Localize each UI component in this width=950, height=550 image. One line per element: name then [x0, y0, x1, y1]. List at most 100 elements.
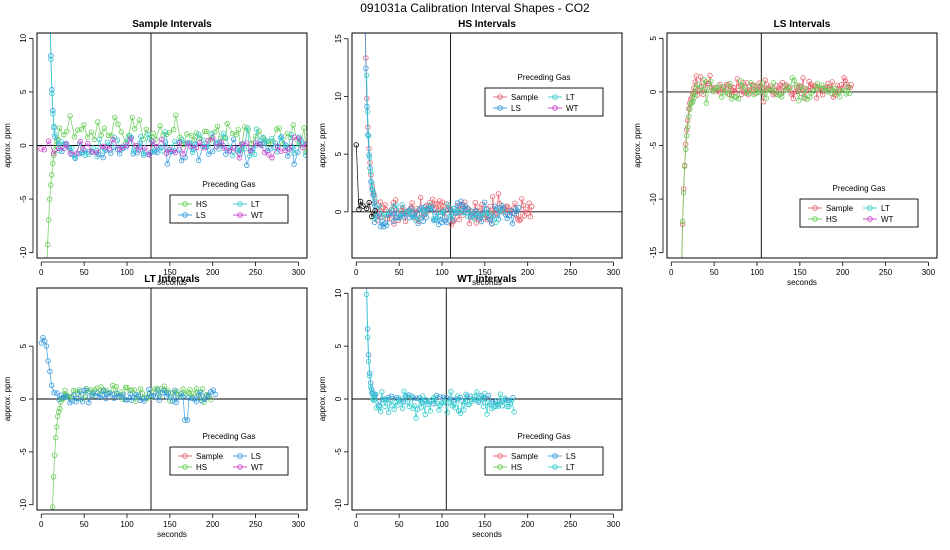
- data-point: [471, 393, 478, 400]
- data-point: [54, 424, 60, 430]
- data-point: [770, 80, 776, 86]
- legend-title: Preceding Gas: [518, 73, 571, 82]
- data-point: [229, 130, 236, 137]
- data-point: [372, 196, 378, 202]
- data-point: [52, 131, 58, 137]
- y-axis-label: approx. ppm: [318, 376, 327, 421]
- data-point: [43, 315, 48, 320]
- data-point: [159, 136, 165, 143]
- data-point: [721, 84, 727, 90]
- data-point: [679, 218, 686, 225]
- data-point: [203, 392, 210, 399]
- data-point: [809, 86, 816, 92]
- data-point: [417, 215, 423, 221]
- data-point: [64, 128, 70, 135]
- data-point: [407, 214, 413, 221]
- legend-swatch-point: [812, 216, 818, 222]
- legend-label-ls: LS: [196, 211, 206, 220]
- data-point: [173, 112, 179, 118]
- data-point: [58, 139, 64, 145]
- data-point: [482, 199, 488, 205]
- data-point: [52, 452, 58, 458]
- data-point: [679, 271, 684, 276]
- data-point: [401, 388, 407, 394]
- y-axis: 0 5 10 15 approx. ppm: [318, 34, 349, 214]
- data-point: [46, 138, 52, 144]
- data-point: [687, 106, 693, 112]
- data-point: [42, 338, 48, 344]
- data-point: [458, 198, 464, 204]
- data-point: [442, 398, 448, 404]
- data-point: [164, 387, 171, 393]
- data-point: [418, 404, 425, 410]
- data-point: [135, 392, 141, 398]
- data-point: [495, 191, 502, 197]
- data-point: [692, 91, 698, 97]
- data-point: [485, 209, 491, 215]
- page-title: 091031a Calibration Interval Shapes - CO…: [360, 1, 590, 15]
- data-point: [138, 133, 144, 140]
- data-point: [800, 75, 806, 81]
- data-point: [86, 151, 92, 158]
- data-point: [420, 393, 426, 399]
- data-point: [484, 411, 490, 417]
- data-point: [457, 410, 464, 417]
- data-point: [61, 132, 67, 138]
- data-point: [69, 398, 75, 404]
- legend-label-hs: HS: [826, 215, 837, 224]
- data-point: [780, 89, 786, 95]
- legend-label-sample: Sample: [511, 93, 539, 102]
- x-tick-label: 200: [521, 520, 535, 529]
- data-point: [367, 373, 373, 379]
- data-point: [223, 151, 229, 157]
- data-point: [129, 114, 135, 121]
- y-axis: -10 -5 0 5 approx. ppm: [3, 343, 34, 510]
- data-point: [40, 335, 46, 341]
- data-point: [80, 146, 86, 152]
- data-point: [166, 129, 172, 136]
- data-point: [229, 152, 236, 159]
- data-point: [753, 83, 759, 90]
- data-point: [300, 144, 306, 151]
- y-tick-label: 10: [19, 33, 28, 42]
- y-axis: -10 -5 0 5 10 approx. ppm: [318, 288, 349, 510]
- data-point: [506, 403, 512, 410]
- legend-swatch-point: [497, 464, 503, 470]
- data-point: [451, 205, 457, 212]
- data-point: [180, 386, 186, 392]
- data-point: [452, 404, 458, 411]
- data-point: [404, 399, 410, 405]
- data-point: [828, 85, 834, 92]
- x-tick-label: 0: [354, 268, 359, 277]
- legend-title: Preceding Gas: [833, 184, 886, 193]
- data-point: [69, 145, 75, 151]
- x-tick-label: 150: [163, 268, 177, 277]
- data-point: [384, 397, 390, 403]
- data-point: [442, 218, 448, 224]
- data-point: [99, 143, 105, 149]
- data-point: [86, 400, 92, 406]
- data-point: [744, 80, 750, 86]
- data-point: [685, 124, 691, 130]
- series-line: [366, 288, 514, 407]
- legend-label-ls: LS: [251, 452, 261, 461]
- data-point: [50, 110, 56, 117]
- data-point: [716, 83, 722, 89]
- data-point: [172, 149, 178, 156]
- data-point: [154, 149, 160, 156]
- data-point: [446, 399, 452, 405]
- data-point: [194, 389, 201, 396]
- chart-title: HS Intervals: [458, 19, 516, 30]
- data-point: [103, 395, 109, 402]
- data-point: [467, 207, 474, 214]
- data-point: [167, 394, 173, 400]
- data-point: [373, 405, 380, 411]
- data-point: [118, 129, 125, 135]
- data-point: [432, 216, 438, 223]
- x-axis-label: seconds: [472, 278, 502, 287]
- data-point: [67, 150, 74, 156]
- y-tick-label: -5: [649, 141, 658, 149]
- data-point: [466, 220, 473, 227]
- legend-label-lt: LT: [881, 204, 890, 213]
- data-point: [509, 397, 515, 404]
